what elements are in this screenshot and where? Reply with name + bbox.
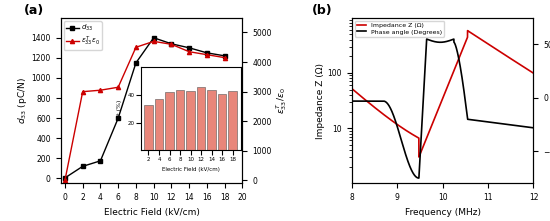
X-axis label: Frequency (MHz): Frequency (MHz): [405, 208, 481, 217]
Legend: Impedance Z (Ω), Phase angle (Degrees): Impedance Z (Ω), Phase angle (Degrees): [355, 21, 444, 36]
$\varepsilon^T_{33}\varepsilon_0$: [204, 53, 210, 56]
Phase angle (Degrees): [424, 38, 430, 40]
Legend: $d_{33}$, $\varepsilon^T_{33}\varepsilon_0$: $d_{33}$, $\varepsilon^T_{33}\varepsilon…: [64, 21, 102, 50]
Line: Phase angle (Degrees): Phase angle (Degrees): [351, 39, 534, 178]
$d_{33}$: [115, 117, 122, 120]
Phase angle (Degrees): [369, 100, 376, 102]
$d_{33}$: [150, 36, 157, 39]
$d_{33}$: [133, 62, 139, 64]
Phase angle (Degrees): [348, 100, 355, 102]
Phase angle (Degrees): [530, 126, 537, 129]
$\varepsilon^T_{33}\varepsilon_0$: [150, 40, 157, 43]
$\varepsilon^T_{33}\varepsilon_0$: [221, 56, 228, 59]
Phase angle (Degrees): [380, 100, 387, 102]
Impedance Z (Ω): [416, 156, 422, 158]
$\varepsilon^T_{33}\varepsilon_0$: [97, 89, 104, 91]
Impedance Z (Ω): [530, 72, 537, 74]
$\varepsilon^T_{33}\varepsilon_0$: [186, 50, 192, 53]
Text: (b): (b): [311, 4, 332, 17]
$d_{33}$: [62, 177, 68, 179]
Line: $d_{33}$: $d_{33}$: [63, 36, 227, 180]
$\varepsilon^T_{33}\varepsilon_0$: [115, 86, 122, 89]
$\varepsilon^T_{33}\varepsilon_0$: [79, 90, 86, 93]
Phase angle (Degrees): [426, 39, 433, 41]
Impedance Z (Ω): [507, 57, 514, 60]
$\varepsilon^T_{33}\varepsilon_0$: [133, 46, 139, 49]
Y-axis label: $\varepsilon^T_{33}/\varepsilon_0$: $\varepsilon^T_{33}/\varepsilon_0$: [274, 87, 289, 114]
Impedance Z (Ω): [426, 130, 433, 133]
X-axis label: Electric Field (kV/cm): Electric Field (kV/cm): [103, 208, 200, 217]
Phase angle (Degrees): [507, 124, 514, 126]
$d_{33}$: [221, 55, 228, 57]
$\varepsilon^T_{33}\varepsilon_0$: [168, 43, 175, 46]
Phase angle (Degrees): [527, 126, 534, 129]
$d_{33}$: [79, 165, 86, 168]
$d_{33}$: [204, 51, 210, 54]
Y-axis label: $d_{33}$ (pC/N): $d_{33}$ (pC/N): [15, 77, 29, 124]
Impedance Z (Ω): [369, 104, 376, 107]
$\varepsilon^T_{33}\varepsilon_0$: [62, 179, 68, 182]
Impedance Z (Ω): [380, 113, 387, 115]
Line: Impedance Z (Ω): Impedance Z (Ω): [351, 31, 534, 157]
$d_{33}$: [168, 42, 175, 45]
$d_{33}$: [97, 160, 104, 162]
Y-axis label: Impedance Z (Ω): Impedance Z (Ω): [316, 63, 324, 139]
Text: (a): (a): [24, 4, 45, 17]
Impedance Z (Ω): [464, 29, 471, 32]
Impedance Z (Ω): [418, 150, 425, 152]
Impedance Z (Ω): [527, 70, 534, 72]
Phase angle (Degrees): [418, 132, 425, 134]
$d_{33}$: [186, 46, 192, 49]
Phase angle (Degrees): [416, 177, 422, 179]
Line: $\varepsilon^T_{33}\varepsilon_0$: $\varepsilon^T_{33}\varepsilon_0$: [63, 39, 227, 182]
Impedance Z (Ω): [348, 87, 355, 90]
